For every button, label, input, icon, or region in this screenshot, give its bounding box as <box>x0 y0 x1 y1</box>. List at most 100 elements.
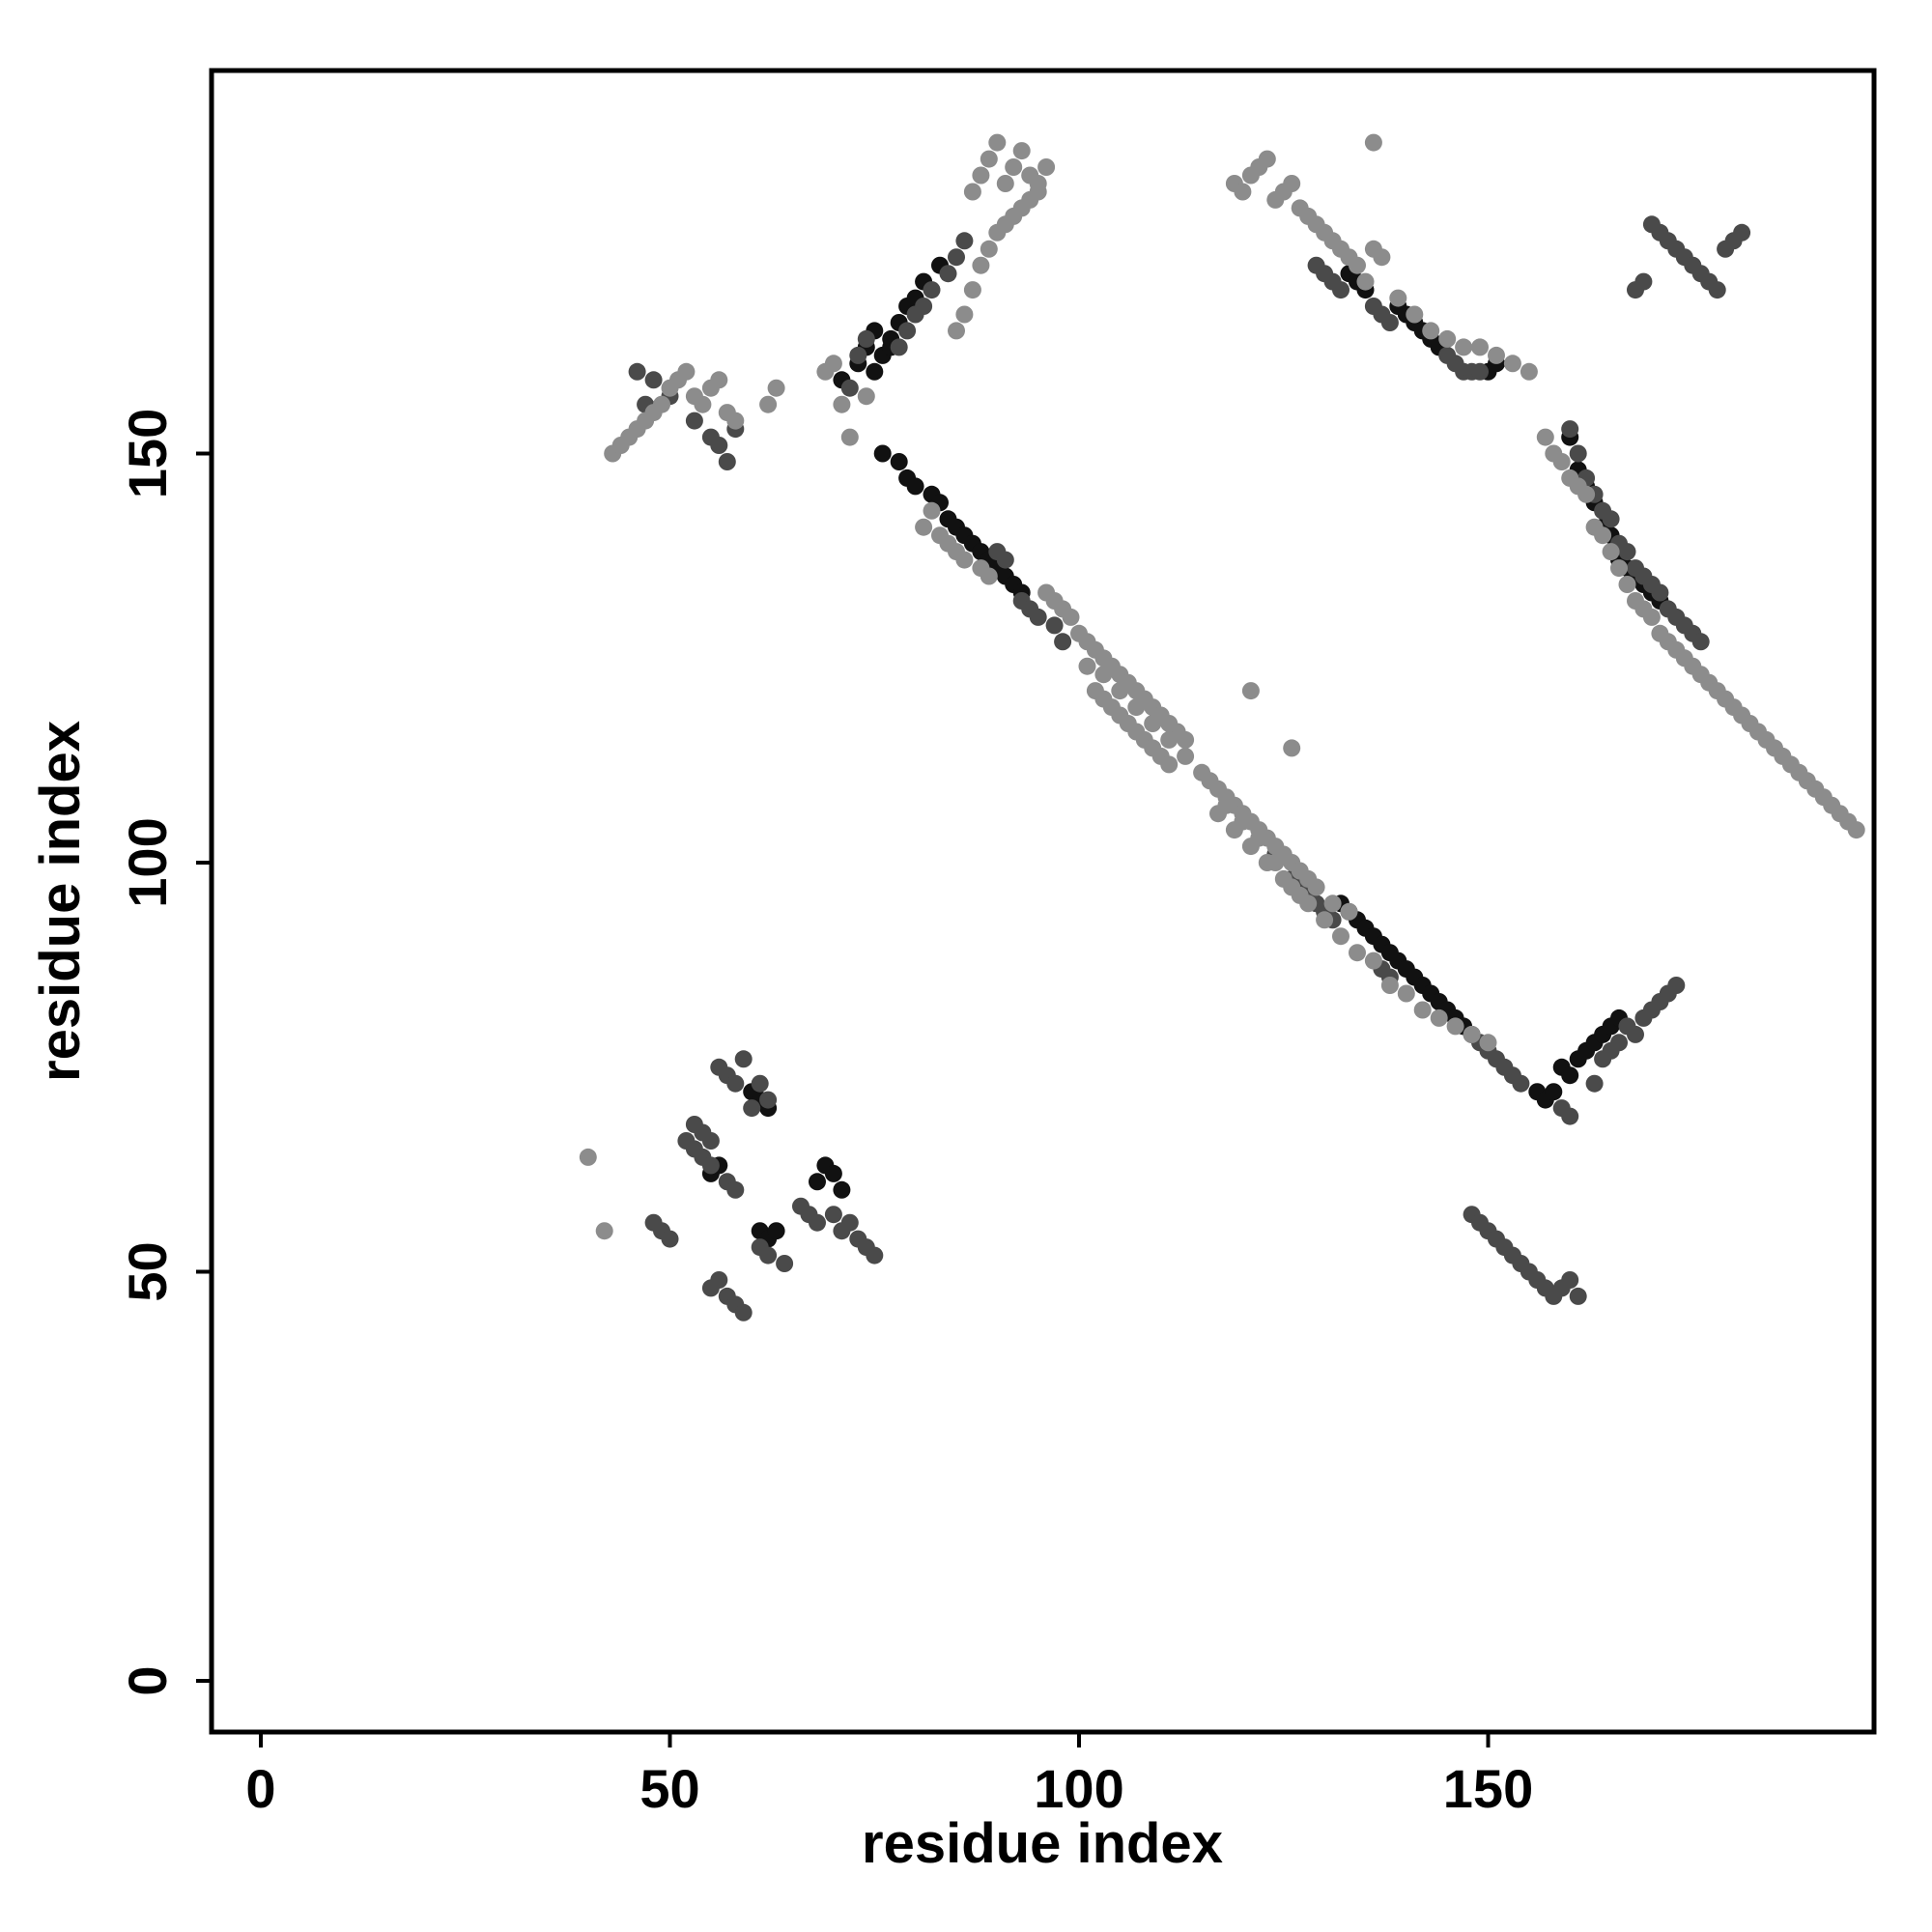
contact-point-weak <box>1029 175 1047 192</box>
contact-point-weak <box>996 175 1014 192</box>
contact-point-weak <box>963 281 981 299</box>
contact-point-strong <box>1561 1066 1579 1085</box>
contact-point-weak <box>1144 715 1162 732</box>
contact-point-weak <box>840 428 859 446</box>
contact-point-weak <box>1471 338 1489 356</box>
contact-point-strong <box>833 1180 851 1199</box>
contact-point-weak <box>980 567 998 585</box>
y-tick-label: 150 <box>117 409 178 498</box>
contact-point-weak <box>1005 158 1023 176</box>
contact-point-weak <box>1283 175 1301 192</box>
contact-point-weak <box>677 362 696 381</box>
contact-point-medium <box>1627 1025 1644 1043</box>
contact-point-medium <box>1667 977 1686 994</box>
contact-point-weak <box>710 371 728 389</box>
contact-point-weak <box>1258 854 1276 871</box>
contact-point-weak <box>1577 485 1596 503</box>
contact-point-medium <box>955 232 974 250</box>
contact-point-weak <box>915 518 933 536</box>
contact-point-weak <box>1241 682 1260 700</box>
contact-point-weak <box>1274 869 1293 888</box>
contact-point-medium <box>890 338 908 356</box>
contact-point-medium <box>1691 633 1710 651</box>
contact-point-weak <box>857 387 875 406</box>
contact-point-strong <box>809 1173 826 1191</box>
contact-point-weak <box>595 1222 613 1240</box>
contact-point-weak <box>1463 1025 1481 1043</box>
x-tick-label: 150 <box>1443 1758 1533 1819</box>
contact-point-weak <box>1618 576 1636 593</box>
contact-point-weak <box>1503 355 1521 373</box>
contact-point-medium <box>1708 281 1726 299</box>
contact-point-weak <box>1160 755 1179 774</box>
contact-point-medium <box>898 322 917 340</box>
contact-point-weak <box>1160 730 1179 749</box>
contact-point-medium <box>809 1213 826 1232</box>
contact-point-weak <box>1642 608 1661 626</box>
contact-point-medium <box>1054 633 1072 651</box>
contact-point-weak <box>1446 1017 1464 1036</box>
contact-point-medium <box>1618 543 1636 561</box>
x-tick-label: 100 <box>1034 1758 1123 1819</box>
contact-point-weak <box>1177 730 1195 749</box>
contact-point-weak <box>1111 682 1129 700</box>
contact-point-weak <box>1356 272 1375 291</box>
contact-point-weak <box>1520 362 1538 381</box>
contact-point-medium <box>1610 1034 1628 1052</box>
contact-point-weak <box>1340 902 1358 921</box>
contact-point-medium <box>840 379 859 397</box>
contact-point-medium <box>840 1213 859 1232</box>
axis-ticks: 0 50 100 150 0 50 100 150 <box>117 409 1533 1819</box>
contact-point-weak <box>1373 248 1391 267</box>
x-tick-label: 0 <box>245 1758 275 1819</box>
contact-point-strong <box>866 362 884 381</box>
contact-point-weak <box>955 305 974 324</box>
y-tick-label: 50 <box>117 1241 178 1301</box>
y-tick-label: 0 <box>117 1665 178 1695</box>
contact-point-medium <box>734 1050 753 1068</box>
contact-point-medium <box>1569 444 1587 463</box>
contact-point-weak <box>1488 346 1505 364</box>
contact-point-medium <box>849 346 867 364</box>
contact-point-medium <box>939 265 957 283</box>
contact-point-medium <box>661 1230 679 1248</box>
contact-point-weak <box>980 150 998 168</box>
contact-point-weak <box>1094 666 1113 684</box>
contact-point-medium <box>1045 616 1064 635</box>
contact-point-strong <box>767 1222 785 1240</box>
contact-point-medium <box>776 1255 794 1272</box>
contact-point-medium <box>743 1099 761 1118</box>
contact-point-medium <box>734 1303 753 1321</box>
contact-point-weak <box>1316 911 1334 929</box>
contact-point-medium <box>1332 281 1350 299</box>
data-points <box>579 133 1865 1321</box>
contact-point-weak <box>1349 256 1366 274</box>
contact-point-weak <box>1209 805 1227 823</box>
contact-point-medium <box>628 362 646 381</box>
contact-point-medium <box>1029 608 1047 626</box>
contact-point-medium <box>1471 362 1489 381</box>
contact-point-weak <box>694 395 712 413</box>
contact-point-weak <box>1283 739 1301 757</box>
contact-point-weak <box>1602 543 1620 561</box>
contact-point-medium <box>915 298 933 315</box>
contact-point-medium <box>701 1156 720 1175</box>
contact-point-medium <box>1602 510 1620 528</box>
contact-point-weak <box>1536 428 1554 446</box>
contact-point-medium <box>644 371 663 389</box>
contact-point-weak <box>972 166 990 185</box>
contact-point-medium <box>996 551 1014 569</box>
contact-point-medium <box>710 437 728 454</box>
contact-point-weak <box>1364 952 1382 970</box>
contact-point-weak <box>1552 453 1571 470</box>
contact-point-medium <box>710 1271 728 1289</box>
contact-point-weak <box>1012 142 1031 160</box>
contact-point-medium <box>726 1074 745 1093</box>
contact-point-weak <box>1062 608 1080 626</box>
contact-point-weak <box>1323 895 1342 913</box>
contact-point-weak <box>1389 289 1407 307</box>
contact-point-medium <box>759 1091 778 1109</box>
contact-point-medium <box>701 1132 720 1150</box>
contact-point-medium <box>1651 583 1669 602</box>
